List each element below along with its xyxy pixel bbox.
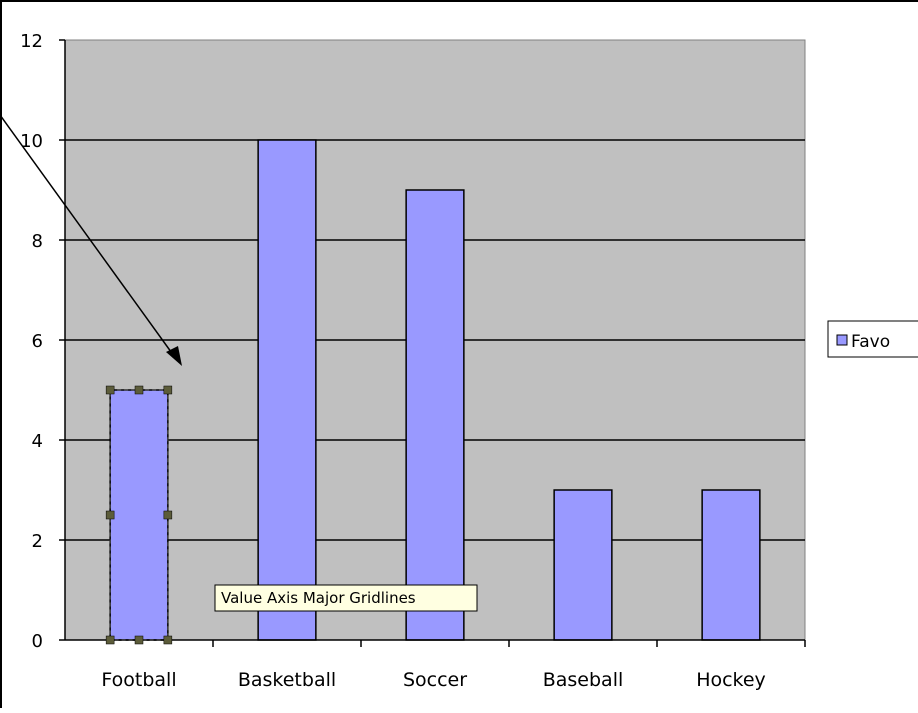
tooltip-box xyxy=(214,584,478,612)
selected-bar-handles[interactable] xyxy=(105,385,173,645)
y-tick-label-6: 6 xyxy=(32,331,43,352)
selection-handle-2[interactable] xyxy=(134,385,144,395)
y-tick-label-8: 8 xyxy=(32,231,43,252)
plot-area[interactable]: 0 2 4 6 8 10 12 Football Basketball Soccer Baseba… xyxy=(20,31,806,691)
y-tick-label-12: 12 xyxy=(20,31,43,52)
x-tick-label-football: Football xyxy=(101,669,176,691)
selection-handle-6[interactable] xyxy=(105,635,115,645)
selection-handle-7[interactable] xyxy=(134,635,144,645)
selection-handle-3[interactable] xyxy=(163,385,173,395)
tooltip-text: Value Axis Major Gridlines xyxy=(221,589,416,607)
x-tick-label-basketball: Basketball xyxy=(238,669,336,691)
x-tick-label-hockey: Hockey xyxy=(696,669,766,691)
bar-baseball[interactable] xyxy=(553,489,613,641)
y-tick-label-0: 0 xyxy=(32,631,43,652)
selection-handle-4[interactable] xyxy=(105,510,115,520)
selection-handle-1[interactable] xyxy=(105,385,115,395)
x-tick-label-soccer: Soccer xyxy=(403,669,467,691)
bar-basketball[interactable] xyxy=(257,139,317,641)
legend-swatch-favo xyxy=(836,334,848,346)
y-tick-label-4: 4 xyxy=(32,431,43,452)
bar-hockey[interactable] xyxy=(701,489,761,641)
bar-football[interactable] xyxy=(109,389,169,641)
value-axis-tick-labels: 0 2 4 6 8 10 12 xyxy=(20,31,43,652)
bar-soccer[interactable] xyxy=(405,189,465,641)
y-tick-label-10: 10 xyxy=(20,131,43,152)
y-tick-label-2: 2 xyxy=(32,531,43,552)
legend-label-favo: Favo xyxy=(851,332,890,352)
tooltip: Value Axis Major Gridlines xyxy=(214,584,478,612)
axes xyxy=(59,39,806,647)
pointer-arrow xyxy=(0,114,182,366)
x-tick-label-baseball: Baseball xyxy=(543,669,624,691)
selection-handle-8[interactable] xyxy=(163,635,173,645)
selection-handle-5[interactable] xyxy=(163,510,173,520)
series-bars[interactable] xyxy=(109,139,761,641)
category-axis-tick-labels: Football Basketball Soccer Baseball Hockey xyxy=(101,669,765,691)
legend[interactable]: Favo xyxy=(827,320,918,358)
